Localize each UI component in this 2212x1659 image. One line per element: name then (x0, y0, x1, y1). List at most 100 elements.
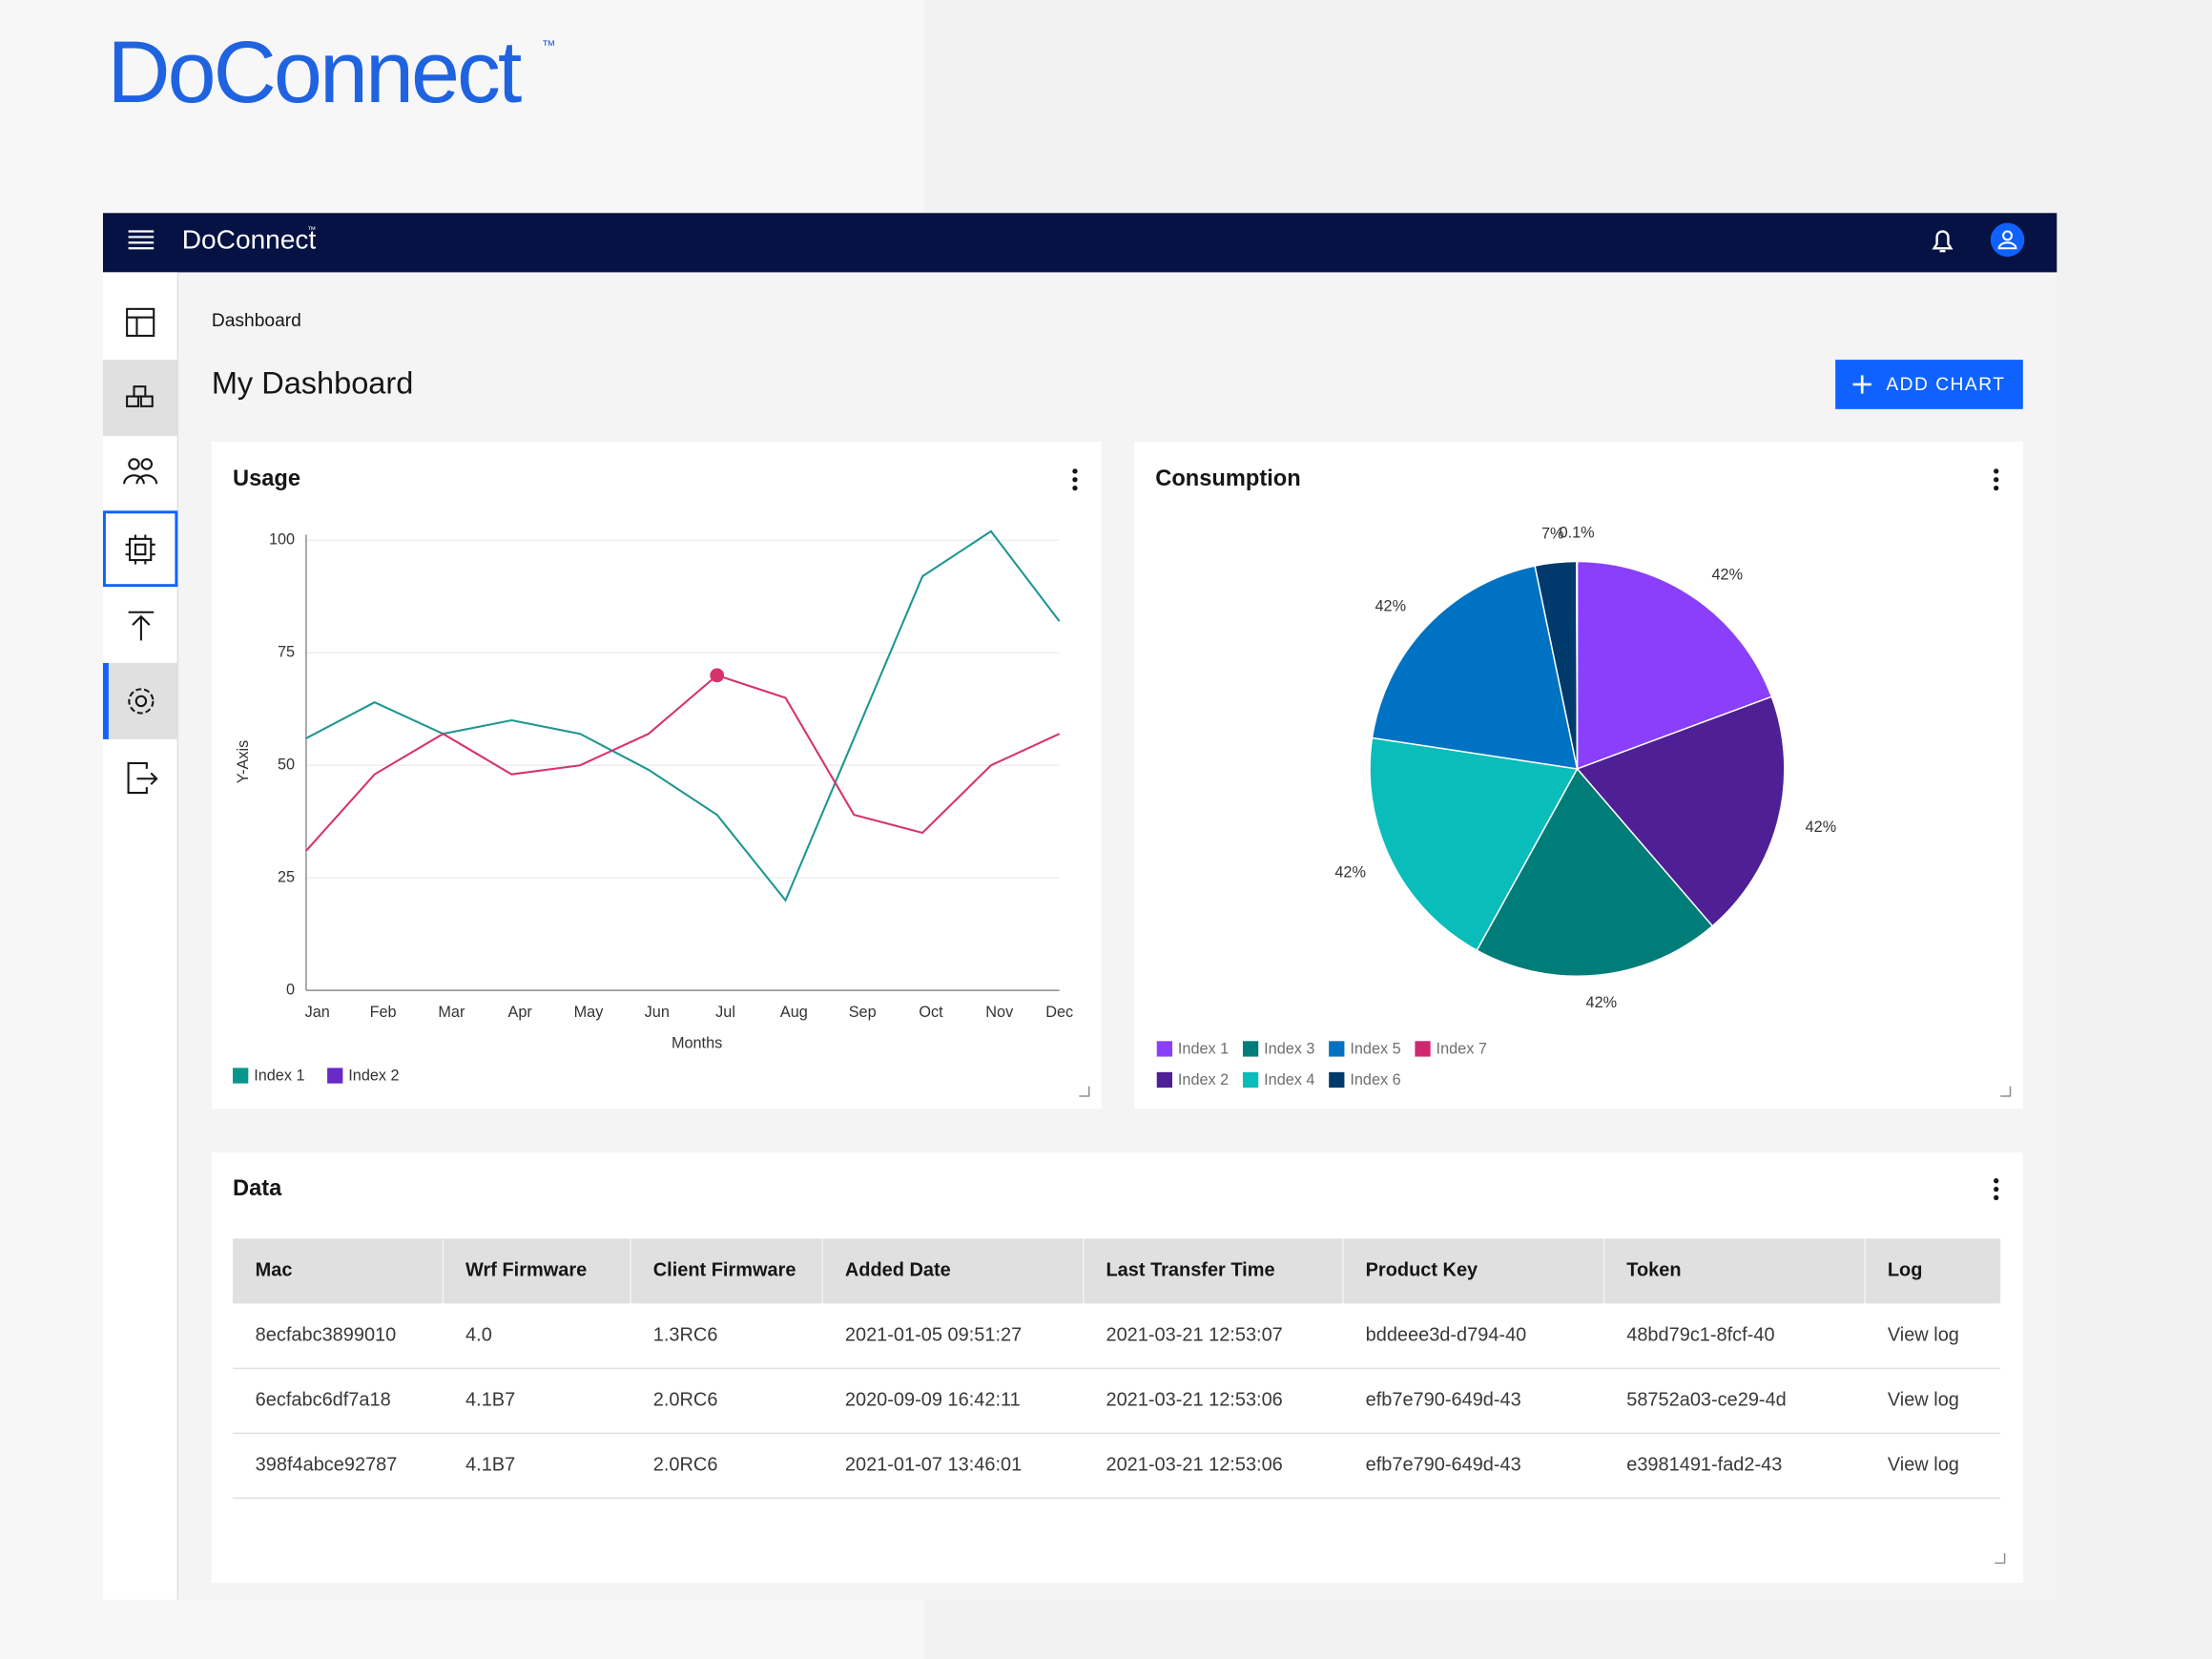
table-cell: efb7e790-649d-43 (1366, 1390, 1521, 1411)
x-tick-label: Jul (715, 1004, 735, 1021)
logo-mark: ™ (542, 39, 556, 54)
y-tick-label: 50 (278, 757, 295, 774)
legend-swatch (1156, 1041, 1173, 1057)
table-cell: 48bd79c1-8fcf-40 (1626, 1325, 1774, 1346)
usage-title: Usage (233, 467, 300, 491)
x-axis-label: Months (672, 1035, 722, 1052)
legend-swatch (1242, 1071, 1259, 1089)
pie-label: 42% (1375, 598, 1406, 615)
nav-item-focus[interactable] (102, 510, 178, 588)
pie-label: 42% (1806, 819, 1837, 836)
column-header[interactable]: Added Date (845, 1260, 951, 1281)
series-line (305, 529, 1061, 902)
x-tick-label: Mar (438, 1004, 465, 1021)
table-cell: e3981491-fad2-43 (1626, 1455, 1782, 1476)
plus-icon (1852, 375, 1871, 394)
table-cell: bddeee3d-d794-40 (1366, 1325, 1527, 1346)
nav-item-selected[interactable] (102, 663, 178, 739)
table-cell: 1.3RC6 (653, 1325, 718, 1346)
legend-swatch (327, 1068, 343, 1084)
add-chart-label[interactable]: ADD CHART (1886, 375, 2005, 395)
table-cell: 2.0RC6 (653, 1455, 718, 1476)
legend-swatch (1156, 1071, 1173, 1089)
column-header[interactable]: Token (1626, 1260, 1681, 1281)
pie-label: 42% (1586, 994, 1618, 1011)
column-header[interactable]: Client Firmware (653, 1260, 796, 1281)
bell-icon[interactable] (1932, 230, 1954, 253)
user-body (1997, 241, 2017, 250)
pie-label: 42% (1712, 566, 1744, 583)
x-tick-label: Sep (849, 1004, 877, 1021)
table-cell: 398f4abce92787 (256, 1455, 398, 1476)
legend-swatch (233, 1068, 249, 1084)
x-tick-label: Aug (780, 1004, 808, 1021)
pie-label: 7% (1541, 526, 1564, 543)
legend-swatch (1242, 1041, 1259, 1057)
table-cell: 2021-03-21 12:53:06 (1106, 1390, 1283, 1411)
table-cell: 2020-09-09 16:42:11 (845, 1390, 1021, 1411)
table-cell: 2021-01-05 09:51:27 (845, 1325, 1022, 1346)
highlight-point[interactable] (710, 668, 725, 683)
table-cell: 2021-03-21 12:53:07 (1106, 1325, 1283, 1346)
column-header[interactable]: Mac (256, 1260, 293, 1281)
x-tick-label: May (574, 1004, 605, 1021)
table-cell: efb7e790-649d-43 (1366, 1455, 1521, 1476)
user-head (2002, 230, 2014, 241)
nav-indicator (102, 663, 109, 739)
topbar-brand: DoConnect (182, 224, 317, 254)
pie-slice[interactable] (1369, 736, 1579, 952)
table-cell[interactable]: View log (1888, 1455, 1959, 1476)
legend-label[interactable]: Index 4 (1264, 1071, 1314, 1089)
breadcrumb[interactable]: Dashboard (212, 311, 301, 331)
table-cell: 2.0RC6 (653, 1390, 718, 1411)
topbar-brand-mark: ™ (307, 224, 316, 234)
pie-slice[interactable] (1576, 695, 1786, 927)
pie-slice[interactable] (1576, 560, 1579, 769)
table-cell: 2021-03-21 12:53:06 (1106, 1455, 1283, 1476)
x-tick-label: Oct (919, 1004, 943, 1021)
x-tick-label: Nov (985, 1004, 1014, 1021)
table-cell: 4.1B7 (465, 1455, 515, 1476)
logo: DoConnect (107, 24, 522, 121)
table-cell[interactable]: View log (1888, 1325, 1959, 1346)
y-tick-label: 100 (269, 531, 295, 549)
legend-label[interactable]: Index 3 (1264, 1040, 1314, 1057)
consumption-title: Consumption (1155, 467, 1300, 491)
pie-slice[interactable] (1371, 565, 1579, 770)
dynamic: 0 25 50 75 100 Jan Feb Mar Apr May Jun Jul Aug Sep Oct… (233, 524, 2001, 1500)
column-header[interactable]: Product Key (1366, 1260, 1478, 1281)
column-header[interactable]: Log (1888, 1260, 1923, 1281)
legend-label[interactable]: Index 5 (1350, 1040, 1400, 1057)
legend-label[interactable]: Index 7 (1437, 1040, 1487, 1057)
series-line (305, 674, 1061, 852)
data-title: Data (233, 1176, 282, 1201)
x-tick-label: Dec (1045, 1004, 1073, 1021)
legend-label[interactable]: Index 2 (1178, 1071, 1229, 1089)
table-cell: 6ecfabc6df7a18 (256, 1390, 391, 1411)
legend-swatch (1329, 1071, 1345, 1089)
pie-slice[interactable] (1576, 560, 1773, 770)
legend-swatch (1329, 1041, 1345, 1057)
column-header[interactable]: Last Transfer Time (1106, 1260, 1275, 1281)
legend-label[interactable]: Index 1 (1178, 1040, 1229, 1057)
y-axis-label: Y-Axis (235, 740, 252, 783)
table-header (233, 1238, 2001, 1304)
pie-slice[interactable] (1476, 767, 1714, 978)
y-tick-label: 75 (278, 644, 295, 661)
x-tick-label: Jun (645, 1004, 670, 1021)
legend-label[interactable]: Index 6 (1350, 1071, 1400, 1089)
resize-handles[interactable] (1079, 1086, 2012, 1565)
legend-label[interactable]: Index 2 (348, 1068, 399, 1085)
legend-label[interactable]: Index 1 (254, 1068, 304, 1085)
column-header[interactable]: Wrf Firmware (465, 1260, 587, 1281)
y-tick-label: 0 (286, 981, 295, 998)
overflow-menus[interactable] (1072, 468, 1999, 1201)
table-cell[interactable]: View log (1888, 1390, 1959, 1411)
table-cell: 8ecfabc3899010 (256, 1325, 397, 1346)
table-cell: 4.1B7 (465, 1390, 515, 1411)
table-cell: 4.0 (465, 1325, 492, 1346)
x-tick-label: Jan (305, 1004, 330, 1021)
menu-icon[interactable] (128, 230, 155, 250)
